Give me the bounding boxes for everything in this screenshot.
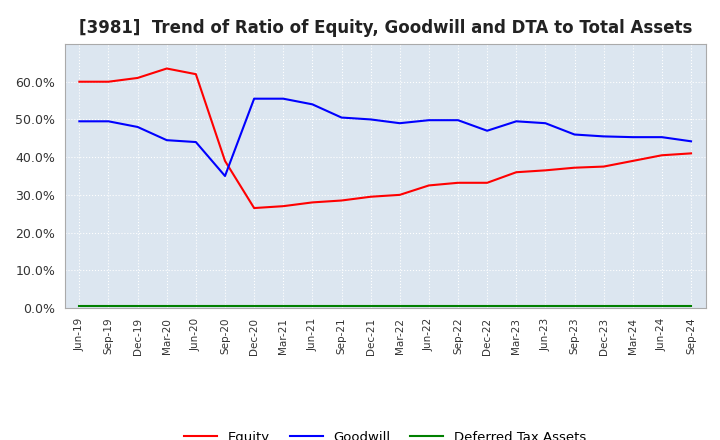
Deferred Tax Assets — [599, 304, 608, 309]
Deferred Tax Assets — [629, 304, 637, 309]
Equity — [599, 164, 608, 169]
Equity — [163, 66, 171, 71]
Deferred Tax Assets — [75, 304, 84, 309]
Deferred Tax Assets — [454, 304, 462, 309]
Equity — [629, 158, 637, 164]
Equity — [366, 194, 375, 199]
Goodwill — [541, 121, 550, 126]
Goodwill — [629, 135, 637, 140]
Deferred Tax Assets — [366, 304, 375, 309]
Goodwill — [133, 125, 142, 130]
Equity — [425, 183, 433, 188]
Goodwill — [599, 134, 608, 139]
Equity — [657, 153, 666, 158]
Deferred Tax Assets — [104, 304, 113, 309]
Equity — [192, 72, 200, 77]
Deferred Tax Assets — [570, 304, 579, 309]
Goodwill — [512, 119, 521, 124]
Deferred Tax Assets — [483, 304, 492, 309]
Deferred Tax Assets — [220, 304, 229, 309]
Deferred Tax Assets — [163, 304, 171, 309]
Goodwill — [657, 135, 666, 140]
Deferred Tax Assets — [192, 304, 200, 309]
Goodwill — [163, 138, 171, 143]
Deferred Tax Assets — [337, 304, 346, 309]
Goodwill — [366, 117, 375, 122]
Equity — [279, 204, 287, 209]
Deferred Tax Assets — [687, 304, 696, 309]
Deferred Tax Assets — [279, 304, 287, 309]
Goodwill — [279, 96, 287, 101]
Equity — [308, 200, 317, 205]
Deferred Tax Assets — [425, 304, 433, 309]
Equity — [337, 198, 346, 203]
Deferred Tax Assets — [308, 304, 317, 309]
Equity — [220, 158, 229, 164]
Deferred Tax Assets — [512, 304, 521, 309]
Deferred Tax Assets — [657, 304, 666, 309]
Goodwill — [220, 173, 229, 179]
Goodwill — [395, 121, 404, 126]
Goodwill — [250, 96, 258, 101]
Goodwill — [308, 102, 317, 107]
Equity — [395, 192, 404, 198]
Goodwill — [337, 115, 346, 120]
Equity — [250, 205, 258, 211]
Deferred Tax Assets — [395, 304, 404, 309]
Equity — [133, 75, 142, 81]
Equity — [75, 79, 84, 84]
Legend: Equity, Goodwill, Deferred Tax Assets: Equity, Goodwill, Deferred Tax Assets — [179, 425, 591, 440]
Equity — [483, 180, 492, 185]
Goodwill — [483, 128, 492, 133]
Equity — [104, 79, 113, 84]
Goodwill — [570, 132, 579, 137]
Equity — [512, 169, 521, 175]
Equity — [454, 180, 462, 185]
Goodwill — [75, 119, 84, 124]
Line: Equity: Equity — [79, 69, 691, 208]
Deferred Tax Assets — [133, 304, 142, 309]
Deferred Tax Assets — [250, 304, 258, 309]
Goodwill — [425, 117, 433, 123]
Goodwill — [104, 119, 113, 124]
Deferred Tax Assets — [541, 304, 550, 309]
Line: Goodwill: Goodwill — [79, 99, 691, 176]
Goodwill — [454, 117, 462, 123]
Goodwill — [192, 139, 200, 145]
Equity — [570, 165, 579, 170]
Equity — [687, 151, 696, 156]
Title: [3981]  Trend of Ratio of Equity, Goodwill and DTA to Total Assets: [3981] Trend of Ratio of Equity, Goodwil… — [78, 19, 692, 37]
Goodwill — [687, 139, 696, 144]
Equity — [541, 168, 550, 173]
